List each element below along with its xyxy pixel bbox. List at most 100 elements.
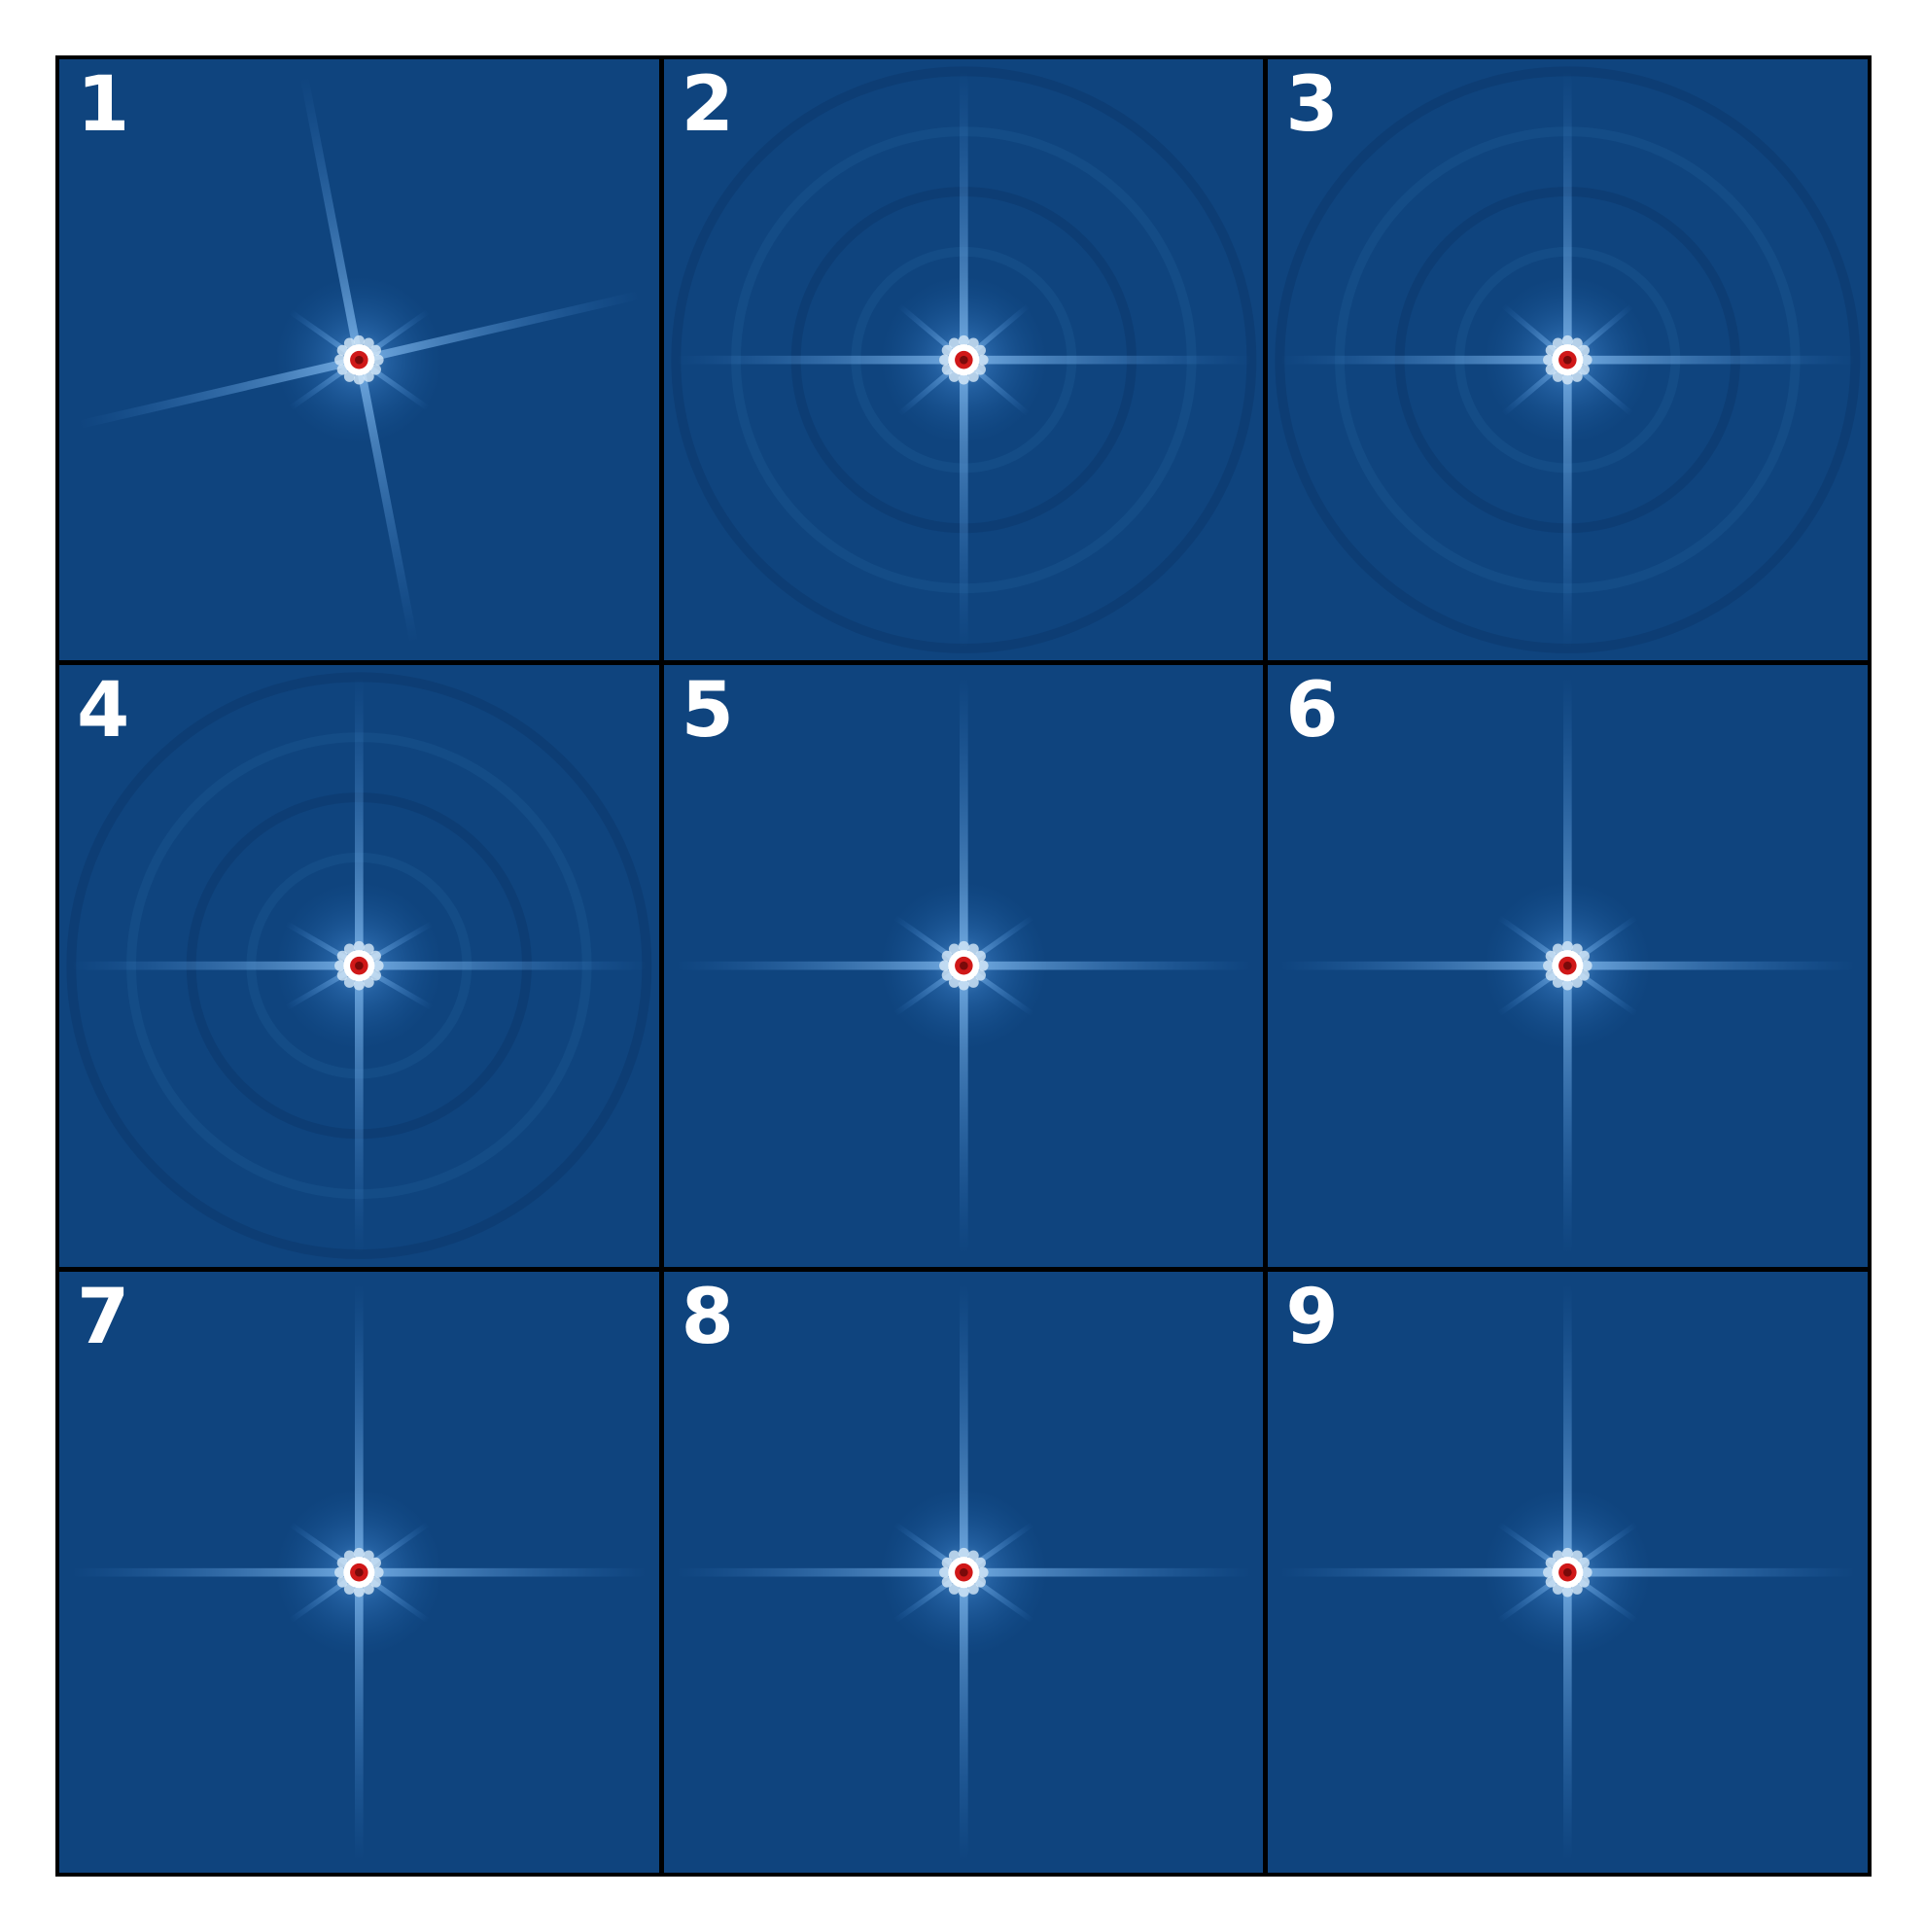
- speckle: [372, 354, 384, 366]
- diffraction-spike: [1563, 677, 1572, 966]
- panel-label-1: 1: [77, 61, 130, 149]
- speckle: [353, 373, 365, 385]
- speckle: [958, 941, 969, 953]
- speckle: [334, 354, 346, 366]
- speckle: [1562, 1547, 1574, 1559]
- speckle: [1581, 354, 1592, 366]
- speckle: [1581, 1566, 1592, 1578]
- speckle: [958, 1586, 969, 1598]
- psf-panel-8: 8: [663, 1271, 1264, 1873]
- diffraction-spike: [355, 359, 419, 645]
- diffraction-spike: [71, 1567, 360, 1577]
- panel-label-8: 8: [681, 1273, 734, 1361]
- diffraction-spike: [1279, 1567, 1568, 1577]
- psf-image-3: [1268, 59, 1868, 661]
- diffraction-spike: [77, 355, 361, 430]
- speckle: [353, 979, 365, 991]
- psf-image-8: [663, 1271, 1264, 1873]
- diffraction-spike: [1567, 355, 1856, 365]
- diffraction-spike: [959, 71, 968, 361]
- psf-panel-3: 3: [1268, 59, 1868, 661]
- psf-peak-center: [1563, 355, 1572, 365]
- diffraction-spike: [355, 1283, 364, 1572]
- diffraction-spike: [962, 1567, 1251, 1577]
- diffraction-spike: [1279, 355, 1568, 365]
- psf-image-9: [1268, 1271, 1868, 1873]
- psf-peak-center: [355, 355, 364, 365]
- diffraction-spike: [359, 1567, 648, 1577]
- psf-image-grid: 1 2 3 4 5 6 7 8 9: [55, 55, 1872, 1877]
- speckle: [353, 334, 365, 346]
- speckle: [1543, 1566, 1555, 1578]
- diffraction-spike: [355, 966, 364, 1255]
- diffraction-spike: [355, 1571, 364, 1861]
- speckle: [958, 373, 969, 385]
- speckle: [977, 1566, 989, 1578]
- psf-peak-center: [355, 1567, 364, 1577]
- speckle: [334, 1566, 346, 1578]
- speckle: [1562, 373, 1574, 385]
- panel-label-9: 9: [1285, 1273, 1339, 1361]
- psf-panel-2: 2: [663, 59, 1264, 661]
- diffraction-spike: [1567, 962, 1856, 970]
- diffraction-spike: [675, 355, 963, 365]
- diffraction-spike: [1563, 966, 1572, 1255]
- diffraction-spike: [1563, 1571, 1572, 1861]
- diffraction-spike: [962, 355, 1251, 365]
- psf-panel-9: 9: [1268, 1271, 1868, 1873]
- speckle: [958, 979, 969, 991]
- diffraction-spike: [959, 677, 968, 966]
- speckle: [958, 334, 969, 346]
- psf-image-6: [1268, 665, 1868, 1267]
- speckle: [1543, 960, 1555, 972]
- diffraction-spike: [71, 962, 360, 970]
- diffraction-spike: [1567, 1567, 1856, 1577]
- diffraction-spike: [299, 75, 364, 361]
- panel-label-6: 6: [1285, 667, 1339, 755]
- speckle: [1562, 979, 1574, 991]
- speckle: [1581, 960, 1592, 972]
- diffraction-spike: [1279, 962, 1568, 970]
- speckle: [1562, 334, 1574, 346]
- panel-label-5: 5: [681, 667, 734, 755]
- speckle: [977, 960, 989, 972]
- psf-peak-center: [959, 1567, 968, 1577]
- panel-label-3: 3: [1285, 61, 1339, 149]
- speckle: [938, 1566, 950, 1578]
- speckle: [1562, 1586, 1574, 1598]
- speckle: [372, 1566, 384, 1578]
- psf-peak-center: [1563, 962, 1572, 970]
- psf-panel-5: 5: [663, 665, 1264, 1267]
- psf-peak-center: [959, 962, 968, 970]
- panel-label-2: 2: [681, 61, 734, 149]
- speckle: [958, 1547, 969, 1559]
- psf-image-5: [663, 665, 1264, 1267]
- speckle: [1562, 941, 1574, 953]
- psf-panel-1: 1: [59, 59, 659, 661]
- diffraction-spike: [959, 1571, 968, 1861]
- diffraction-spike: [959, 360, 968, 649]
- speckle: [334, 960, 346, 972]
- psf-image-4: [59, 665, 659, 1267]
- psf-peak-center: [355, 962, 364, 970]
- psf-panel-7: 7: [59, 1271, 659, 1873]
- speckle: [1543, 354, 1555, 366]
- diffraction-spike: [675, 962, 963, 970]
- diffraction-spike: [675, 1567, 963, 1577]
- psf-peak-center: [959, 355, 968, 365]
- diffraction-spike: [358, 291, 641, 365]
- diffraction-spike: [1563, 360, 1572, 649]
- speckle: [353, 1547, 365, 1559]
- diffraction-spike: [962, 962, 1251, 970]
- diffraction-spike: [959, 1283, 968, 1572]
- speckle: [353, 941, 365, 953]
- diffraction-spike: [1563, 1283, 1572, 1572]
- panel-label-7: 7: [77, 1273, 130, 1361]
- diffraction-spike: [959, 966, 968, 1255]
- speckle: [977, 354, 989, 366]
- psf-panel-4: 4: [59, 665, 659, 1267]
- psf-image-1: [59, 59, 659, 661]
- psf-peak-center: [1563, 1567, 1572, 1577]
- speckle: [353, 1586, 365, 1598]
- diffraction-spike: [359, 962, 648, 970]
